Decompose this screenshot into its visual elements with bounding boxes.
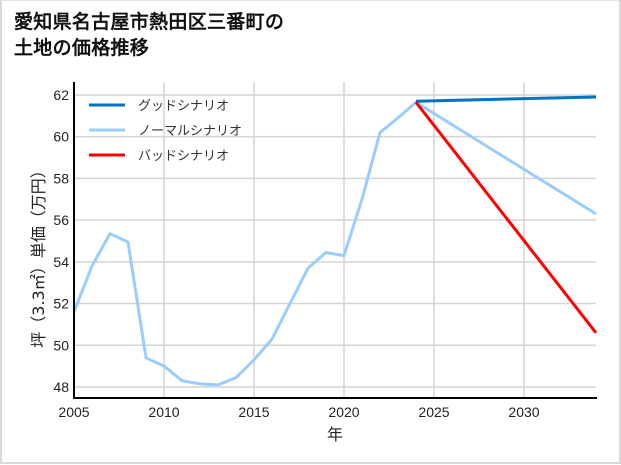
y-tick-label: 54: [53, 254, 69, 270]
y-tick-label: 50: [53, 337, 69, 353]
axes: [73, 82, 597, 399]
y-tick-label: 52: [53, 296, 69, 312]
series-line-1: [72, 100, 597, 387]
y-tick-labels: 48 50 52 54 56 58 60 62: [53, 87, 69, 395]
series-line-0: [415, 95, 597, 103]
x-tick-label: 2025: [418, 404, 449, 420]
chart-title-line-1: 愛知県名古屋市熱田区三番町の: [14, 11, 285, 33]
legend-label: バッドシナリオ: [138, 149, 229, 164]
y-tick-label: 60: [53, 129, 69, 145]
y-axis-label: 坪（3.3㎡）単価（万円）: [29, 162, 48, 347]
y-tick-label: 58: [53, 170, 69, 186]
x-tick-label: 2020: [328, 404, 359, 420]
x-tick-label: 2005: [58, 404, 89, 420]
y-tick-label: 48: [53, 379, 69, 395]
x-tick-label: 2015: [238, 404, 269, 420]
y-tick-label: 62: [53, 87, 69, 103]
series-line-2: [414, 101, 598, 334]
chart-title: 愛知県名古屋市熱田区三番町の 土地の価格推移: [14, 9, 284, 61]
y-tick-label: 56: [53, 212, 69, 228]
series-lines: [72, 95, 598, 387]
x-axis-label: 年: [327, 425, 343, 444]
x-tick-label: 2010: [148, 404, 179, 420]
legend-label: グッドシナリオ: [138, 99, 229, 114]
x-tick-labels: 2005 2010 2015 2020 2025 2030: [58, 404, 539, 420]
legend-label: ノーマルシナリオ: [138, 124, 242, 139]
chart-title-line-2: 土地の価格推移: [14, 37, 150, 59]
x-tick-label: 2030: [508, 404, 539, 420]
